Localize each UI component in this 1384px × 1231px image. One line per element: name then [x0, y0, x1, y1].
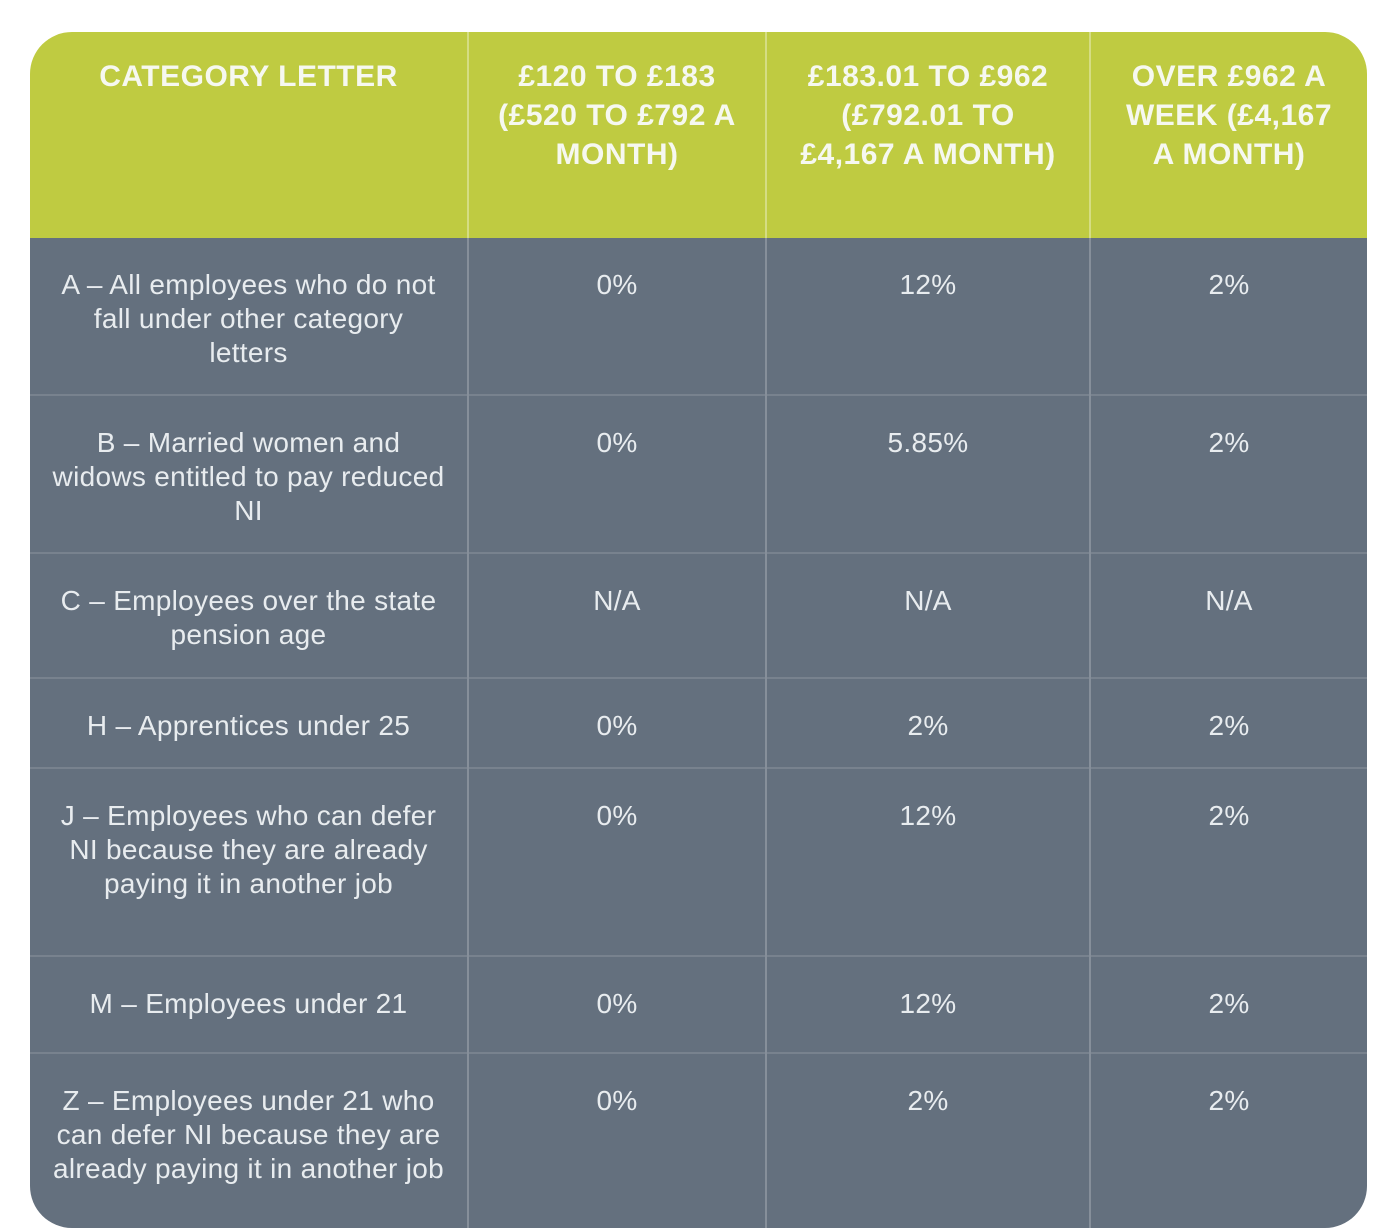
- table-header: CATEGORY LETTER £120 TO £183 (£520 TO £7…: [30, 32, 1367, 238]
- category-cell-m: M – Employees under 21: [30, 955, 468, 1053]
- rate-cell-z-band1: 0%: [467, 1052, 766, 1228]
- rate-cell-z-band3: 2%: [1089, 1052, 1367, 1228]
- table-row-z: Z – Employees under 21 who can defer NI …: [30, 1052, 1367, 1228]
- rate-cell-z-band2: 2%: [765, 1052, 1090, 1228]
- rate-cell-b-band1: 0%: [467, 394, 766, 553]
- rate-cell-a-band3: 2%: [1089, 238, 1367, 395]
- category-cell-j: J – Employees who can defer NI because t…: [30, 767, 468, 956]
- table-row-j: J – Employees who can defer NI because t…: [30, 767, 1367, 956]
- table-row-a: A – All employees who do not fall under …: [30, 238, 1367, 395]
- rate-cell-c-band1: N/A: [467, 552, 766, 678]
- rate-cell-b-band3: 2%: [1089, 394, 1367, 553]
- ni-rates-table: CATEGORY LETTER £120 TO £183 (£520 TO £7…: [30, 32, 1367, 1228]
- rate-cell-b-band2: 5.85%: [765, 394, 1090, 553]
- header-cell-band-183-962: £183.01 TO £962 (£792.01 TO £4,167 A MON…: [765, 32, 1090, 238]
- rate-cell-m-band1: 0%: [467, 955, 766, 1053]
- category-cell-c: C – Employees over the state pension age: [30, 552, 468, 678]
- category-cell-z: Z – Employees under 21 who can defer NI …: [30, 1052, 468, 1228]
- category-cell-h: H – Apprentices under 25: [30, 677, 468, 768]
- rate-cell-a-band1: 0%: [467, 238, 766, 395]
- rate-cell-m-band2: 12%: [765, 955, 1090, 1053]
- rate-cell-h-band3: 2%: [1089, 677, 1367, 768]
- rate-cell-h-band1: 0%: [467, 677, 766, 768]
- rate-cell-m-band3: 2%: [1089, 955, 1367, 1053]
- table-row-b: B – Married women and widows entitled to…: [30, 394, 1367, 553]
- ni-rates-table-grid: CATEGORY LETTER £120 TO £183 (£520 TO £7…: [30, 32, 1367, 1228]
- category-cell-a: A – All employees who do not fall under …: [30, 238, 468, 395]
- table-row-h: H – Apprentices under 25 0% 2% 2%: [30, 677, 1367, 768]
- header-cell-category-letter: CATEGORY LETTER: [30, 32, 468, 238]
- header-row: CATEGORY LETTER £120 TO £183 (£520 TO £7…: [30, 32, 1367, 238]
- table-body: A – All employees who do not fall under …: [30, 238, 1367, 1228]
- header-cell-band-over-962: OVER £962 A WEEK (£4,167 A MONTH): [1089, 32, 1367, 238]
- table-row-c: C – Employees over the state pension age…: [30, 552, 1367, 678]
- header-cell-band-120-183: £120 TO £183 (£520 TO £792 A MONTH): [467, 32, 766, 238]
- rate-cell-j-band3: 2%: [1089, 767, 1367, 956]
- rate-cell-a-band2: 12%: [765, 238, 1090, 395]
- rate-cell-h-band2: 2%: [765, 677, 1090, 768]
- rate-cell-j-band1: 0%: [467, 767, 766, 956]
- table-row-m: M – Employees under 21 0% 12% 2%: [30, 955, 1367, 1053]
- rate-cell-j-band2: 12%: [765, 767, 1090, 956]
- category-cell-b: B – Married women and widows entitled to…: [30, 394, 468, 553]
- rate-cell-c-band2: N/A: [765, 552, 1090, 678]
- rate-cell-c-band3: N/A: [1089, 552, 1367, 678]
